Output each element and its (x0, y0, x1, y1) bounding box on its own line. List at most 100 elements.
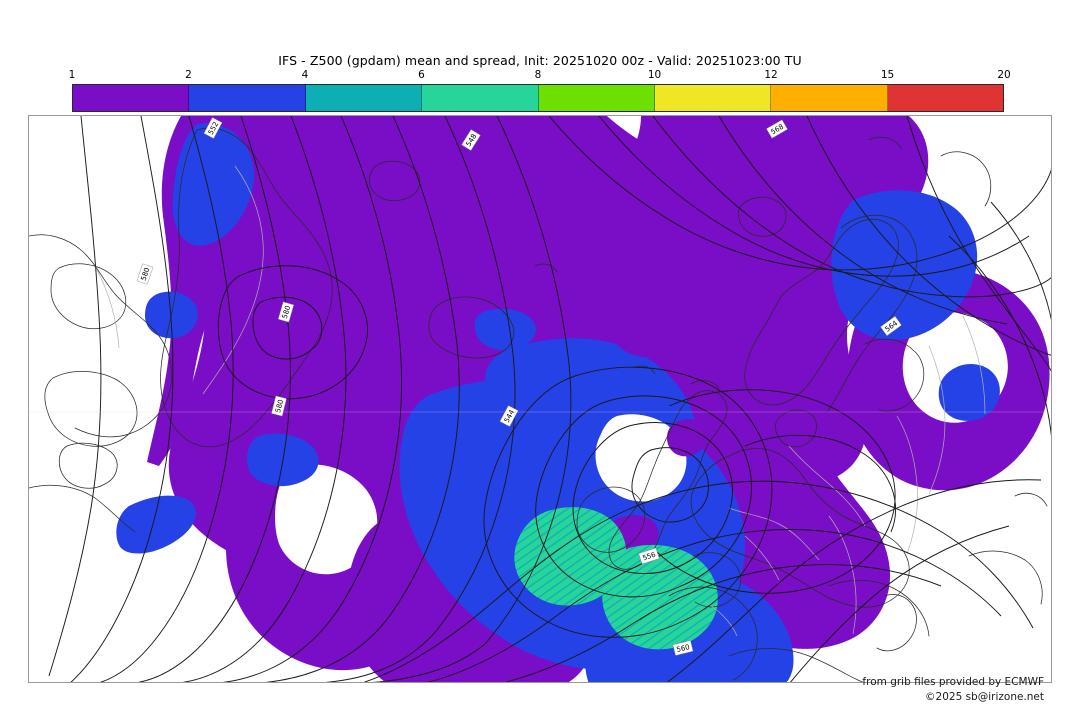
coastline-baffin (50, 263, 127, 329)
contour-arctic-ring (217, 265, 368, 400)
border-greenland-ice (202, 165, 264, 395)
coastline-denmark (775, 409, 817, 448)
contour-564 (222, 116, 402, 682)
colorbar-tick-8: 20 (997, 69, 1011, 81)
border-europe-5 (928, 345, 946, 495)
colorbar-tick-1: 2 (185, 69, 192, 81)
coastline-canada-south (29, 484, 136, 533)
colorbar-tick-5: 10 (647, 69, 662, 81)
coastline-newfoundland (58, 442, 118, 489)
contour-east-2 (790, 525, 1010, 682)
country-borders-layer (94, 165, 986, 637)
contour-far-east-1 (948, 235, 1051, 437)
contour-548-closed (535, 395, 752, 598)
contour-south-2 (426, 529, 1002, 682)
coastline-greenland (160, 127, 333, 448)
svg-text:580: 580 (274, 399, 285, 414)
contour-arctic-small (252, 296, 323, 360)
colorbar-tick-2: 4 (301, 69, 309, 81)
border-europe-3 (828, 515, 857, 635)
contour-south-1 (363, 480, 1034, 682)
colorbar-segment-10-12 (654, 85, 772, 111)
colorbar-strip (72, 84, 1004, 112)
border-france (744, 535, 780, 581)
map-plot-area: 580 580 552 548 (28, 115, 1052, 683)
contour-north-3 (652, 116, 1051, 298)
contour-north-2 (598, 116, 1030, 277)
coastline-iceland (428, 296, 515, 359)
svg-text:580: 580 (140, 267, 152, 282)
contour-south-3 (504, 564, 942, 682)
colorbar-tick-0: 1 (68, 69, 76, 81)
spread-region-teal-west (514, 507, 627, 606)
contour-556 (371, 116, 572, 682)
contour-ne-closed-2 (744, 434, 897, 533)
spread-region-blue-scandinavia (831, 190, 978, 341)
coastline-western-europe (690, 448, 910, 608)
coastlines-layer (29, 127, 1048, 682)
coastline-scotland-north (690, 380, 720, 389)
page-title: IFS - Z500 (gpdam) mean and spread, Init… (278, 53, 802, 68)
coastline-black-sea (968, 550, 1043, 605)
contour-560-b (324, 116, 516, 682)
spread-strand-purple-3 (611, 307, 688, 358)
coastline-jan-mayen (534, 263, 558, 273)
border-europe-6 (962, 315, 986, 415)
contour-544-closed (572, 422, 733, 575)
border-europe-4 (896, 415, 918, 555)
spread-region-blue-greenland-streak (172, 123, 254, 246)
border-canada (94, 265, 120, 349)
contour-ne-closed (654, 389, 896, 594)
credit-source: from grib files provided by ECMWF (862, 676, 1044, 688)
svg-text:560: 560 (676, 643, 691, 654)
colorbar-tick-labels: 1 2 4 6 8 10 12 15 20 (68, 69, 1011, 83)
contour-far-east-2 (990, 201, 1051, 321)
colorbar-tick-7: 15 (880, 69, 895, 81)
colorbar (72, 84, 1004, 112)
coastline-franz-josef (868, 136, 902, 149)
map-svg: 580 580 552 548 (29, 116, 1051, 682)
contour-label-c7: 560 (672, 640, 694, 656)
mean-contour-layer (48, 116, 1051, 682)
colorbar-segment-6-8 (422, 85, 539, 111)
contour-576 (99, 116, 234, 682)
coastline-iberia (668, 586, 758, 681)
coastline-mediterranean (828, 579, 930, 637)
coastline-italy (876, 594, 917, 652)
contour-north-6 (906, 116, 1051, 372)
contour-552-closed (483, 366, 773, 638)
coastline-france-atlantic (692, 552, 741, 608)
colorbar-tick-4: 8 (534, 69, 542, 81)
coastline-sweden-finland (826, 214, 918, 413)
contour-label-c3: 552 (203, 117, 223, 139)
coastline-svalbard (738, 196, 787, 237)
contour-north-4 (718, 116, 1008, 325)
colorbar-segment-12-15 (771, 85, 888, 111)
coastline-norway (744, 218, 899, 406)
contour-560-a (265, 116, 460, 682)
colorbar-tick-3: 6 (418, 69, 425, 81)
credit-copyright: ©2025 sb@irizone.net (925, 691, 1044, 703)
contour-east-1 (666, 479, 1042, 682)
colorbar-segment-8-10 (538, 85, 655, 111)
spread-region-purple-in-blue-hole (667, 419, 707, 457)
coastline-novaya-zemlya (940, 151, 992, 207)
svg-text:580: 580 (281, 305, 292, 320)
contour-580-a (70, 116, 174, 682)
contour-label-c1: 580 (136, 263, 154, 285)
spread-hole-southwest (275, 464, 378, 575)
contour-572 (137, 116, 291, 682)
coastline-labrador (44, 371, 138, 447)
coastline-baltic (864, 338, 925, 412)
spread-region-teal-south (602, 544, 718, 650)
spread-region-blue-north-scandinavia (474, 308, 536, 351)
spread-shading-layer (116, 116, 1050, 682)
colorbar-segment-2-4 (189, 85, 306, 111)
contour-label-c9: 568 (766, 119, 788, 139)
coastline-north-africa (728, 648, 864, 682)
contour-label-c6: 556 (638, 547, 660, 565)
contour-568 (181, 116, 347, 682)
border-europe-2 (728, 507, 820, 561)
contour-north-5 (806, 116, 1051, 356)
